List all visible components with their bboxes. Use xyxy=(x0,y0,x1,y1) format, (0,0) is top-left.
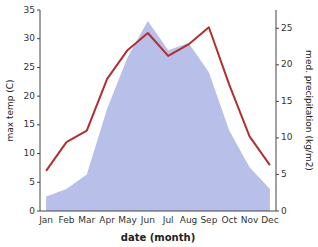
area xyxy=(46,21,270,211)
y2-tick-label: 15 xyxy=(281,96,292,106)
x-tick-label: Sep xyxy=(200,215,217,225)
y2-tick-label: 20 xyxy=(281,59,293,69)
y2-tick-label: 5 xyxy=(281,169,287,179)
y-tick-label: 25 xyxy=(24,62,35,72)
y-tick xyxy=(37,153,40,154)
plot-area xyxy=(46,21,270,211)
y-tick xyxy=(37,124,40,125)
y-tick-label: 20 xyxy=(24,91,36,101)
y-tick xyxy=(37,67,40,68)
y-tick xyxy=(37,211,40,212)
y2-tick xyxy=(276,174,279,175)
x-tick-label: Jun xyxy=(140,215,155,225)
y-tick-label: 35 xyxy=(24,5,35,15)
y-tick xyxy=(37,38,40,39)
x-tick-label: Jan xyxy=(38,215,53,225)
y2-tick xyxy=(276,28,279,29)
x-tick-label: Dec xyxy=(261,215,278,225)
x-axis-line xyxy=(40,211,276,212)
y-tick xyxy=(37,182,40,183)
y-tick-label: 30 xyxy=(24,33,36,43)
y-axis-line xyxy=(40,10,41,211)
y-tick xyxy=(37,10,40,11)
y2-tick xyxy=(276,101,279,102)
y-tick-label: 0 xyxy=(29,206,35,216)
y-tick-label: 5 xyxy=(29,177,35,187)
x-axis-label: date (month) xyxy=(121,232,195,243)
x-tick-label: Mar xyxy=(78,215,95,225)
x-tick-label: May xyxy=(118,215,137,225)
y2-tick-label: 25 xyxy=(281,23,292,33)
x-tick-label: Jul xyxy=(162,215,174,225)
y2-tick xyxy=(276,137,279,138)
x-tick-label: Feb xyxy=(58,215,74,225)
x-tick-label: Nov xyxy=(241,215,259,225)
y2-tick-label: 10 xyxy=(281,132,293,142)
y2-tick-label: 0 xyxy=(281,206,287,216)
y-axis-label: max temp (C) xyxy=(5,79,15,141)
y2-tick xyxy=(276,64,279,65)
y2-axis-label: med. precipitation (kg/m2) xyxy=(304,50,314,171)
y2-tick xyxy=(276,211,279,212)
x-tick-label: Aug xyxy=(180,215,198,225)
line xyxy=(46,27,270,171)
x-tick-label: Oct xyxy=(221,215,237,225)
x-tick-label: Apr xyxy=(99,215,115,225)
chart: 051015202530350510152025JanFebMarAprMayJ… xyxy=(0,0,318,247)
y-tick-label: 10 xyxy=(24,148,36,158)
y-tick-label: 15 xyxy=(24,119,35,129)
y-tick xyxy=(37,96,40,97)
y2-axis-line xyxy=(276,10,277,211)
